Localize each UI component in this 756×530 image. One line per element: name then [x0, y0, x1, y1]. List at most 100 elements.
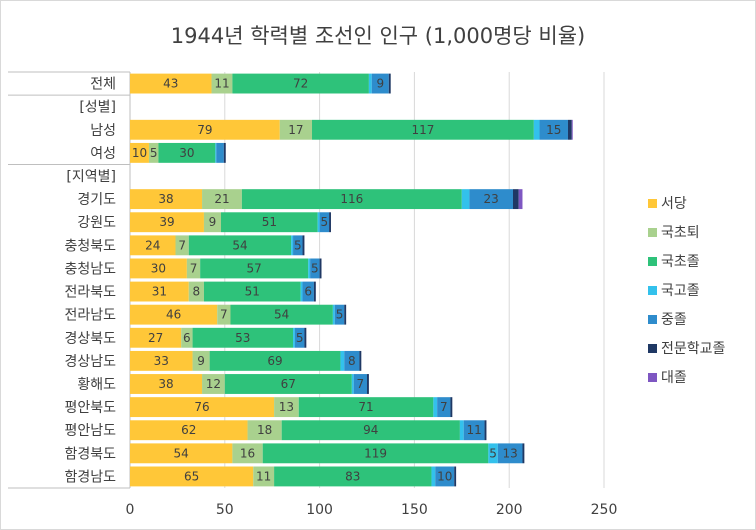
bar-segment [217, 304, 231, 325]
data-label: 39 [159, 215, 174, 229]
bar-segment [130, 258, 187, 279]
data-label: 8 [193, 285, 201, 299]
bar-segment [130, 281, 189, 302]
bar-segment [293, 235, 303, 256]
data-label: 5 [336, 308, 344, 322]
data-label: 17 [288, 123, 303, 137]
bar-segment [302, 235, 305, 256]
data-label: 38 [158, 192, 173, 206]
bar-segment [488, 443, 498, 464]
x-tick-label: 50 [216, 502, 234, 518]
bar-segment [334, 304, 345, 325]
bar-segment [371, 73, 389, 94]
data-label: 57 [247, 261, 262, 275]
data-label: 33 [154, 354, 169, 368]
data-label: 8 [348, 354, 356, 368]
bar-segment [221, 212, 318, 233]
category-label: 남성 [90, 123, 116, 139]
bar-segment [130, 350, 193, 371]
bar-segment [181, 327, 193, 348]
category-label: 충청북도 [64, 238, 116, 254]
bar-segment [247, 420, 282, 441]
bar-segment [302, 281, 314, 302]
legend-label: 국고졸 [661, 283, 700, 299]
legend-label: 중졸 [661, 312, 687, 328]
data-label: 46 [166, 308, 181, 322]
data-label: 5 [311, 261, 319, 275]
x-tick-label: 250 [591, 502, 618, 518]
data-label: 6 [183, 331, 191, 345]
legend-swatch [648, 315, 657, 324]
bar-segment [192, 327, 294, 348]
data-label: 11 [256, 469, 271, 483]
category-label: 경상북도 [64, 331, 116, 347]
data-label: 119 [364, 446, 387, 460]
bar-segment [539, 119, 568, 140]
category-label: 경기도 [77, 192, 116, 208]
bar-segment [332, 304, 335, 325]
bar-segment [253, 466, 275, 487]
bar-segment [512, 189, 519, 210]
bar-segment [294, 327, 305, 348]
bar-segment [300, 281, 303, 302]
bar-segment [232, 73, 369, 94]
bar-segment [130, 212, 204, 233]
bar-segment [188, 281, 204, 302]
bar-segment [463, 420, 485, 441]
bar-segment [203, 281, 301, 302]
bar-segment [518, 189, 523, 210]
data-label: 71 [358, 400, 373, 414]
data-label: 79 [197, 123, 212, 137]
legend-label: 국초퇴 [661, 225, 700, 241]
bar-segment [188, 235, 292, 256]
bar-segment [497, 443, 523, 464]
bar-segment [202, 374, 225, 394]
category-label: 여성 [90, 146, 116, 162]
bar-segment [461, 189, 470, 210]
data-label: 94 [363, 423, 378, 437]
bar-segment [329, 212, 331, 233]
bar-segment [175, 235, 189, 256]
data-label: 5 [489, 446, 497, 460]
bar-segment [130, 420, 248, 441]
legend-swatch [648, 373, 657, 382]
bar-segment [158, 142, 216, 163]
data-label: 116 [340, 192, 363, 206]
bar-segment [533, 119, 540, 140]
data-label: 7 [220, 308, 228, 322]
data-label: 5 [294, 238, 302, 252]
bar-segment [203, 212, 222, 233]
bar-segment [431, 466, 436, 487]
legend-swatch [648, 199, 657, 208]
bar-segment [274, 466, 432, 487]
bar-segment [130, 397, 275, 418]
bar-segment [319, 258, 322, 279]
data-label: 9 [209, 215, 217, 229]
bar-segment [202, 189, 242, 210]
data-label: 10 [437, 469, 452, 483]
x-tick-label: 150 [401, 502, 428, 518]
data-label: 69 [267, 354, 282, 368]
bar-segment [262, 443, 489, 464]
legend-label: 전문학교졸 [661, 341, 726, 357]
bar-segment [232, 443, 263, 464]
data-label: 54 [274, 308, 289, 322]
data-label: 13 [503, 446, 518, 460]
bar-segment [319, 212, 330, 233]
legend-swatch [648, 344, 657, 353]
bar-segment [209, 350, 341, 371]
category-label: 전라북도 [64, 285, 116, 301]
bar-segment [433, 397, 438, 418]
bar-segment [211, 73, 233, 94]
data-label: 11 [214, 77, 229, 91]
category-label: 경상남도 [64, 354, 116, 370]
data-label: 12 [206, 377, 221, 391]
data-label: 13 [279, 400, 294, 414]
bar-segment [224, 374, 352, 394]
data-label: 30 [179, 146, 194, 160]
data-label: 67 [281, 377, 296, 391]
bar-segment [130, 119, 280, 140]
bar-segment [298, 397, 434, 418]
bar-segment [274, 397, 299, 418]
bar-segment [344, 304, 347, 325]
